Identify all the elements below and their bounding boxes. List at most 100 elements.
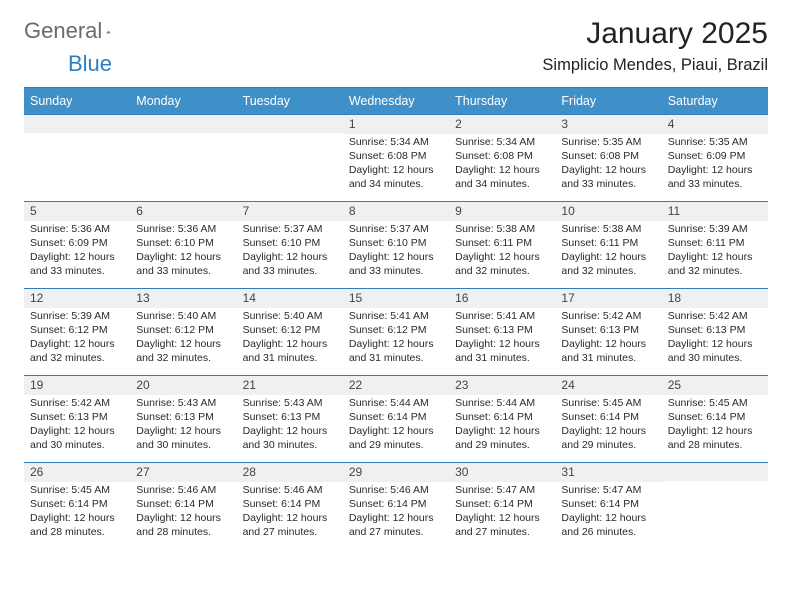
day-number: 17 <box>555 289 661 309</box>
daylight-text: Daylight: 12 hours and 32 minutes. <box>30 338 124 366</box>
daylight-text: Daylight: 12 hours and 30 minutes. <box>243 425 337 453</box>
day-cell: 15Sunrise: 5:41 AMSunset: 6:12 PMDayligh… <box>343 289 449 375</box>
day-cell: 25Sunrise: 5:45 AMSunset: 6:14 PMDayligh… <box>662 376 768 462</box>
sunrise-text: Sunrise: 5:42 AM <box>30 397 124 411</box>
daylight-text: Daylight: 12 hours and 32 minutes. <box>136 338 230 366</box>
sunrise-text: Sunrise: 5:46 AM <box>243 484 337 498</box>
sunrise-text: Sunrise: 5:39 AM <box>30 310 124 324</box>
daylight-text: Daylight: 12 hours and 33 minutes. <box>561 164 655 192</box>
day-info: Sunrise: 5:36 AMSunset: 6:10 PMDaylight:… <box>130 221 236 282</box>
sunset-text: Sunset: 6:14 PM <box>349 411 443 425</box>
daylight-text: Daylight: 12 hours and 27 minutes. <box>349 512 443 540</box>
logo-sail-icon <box>106 21 111 41</box>
day-number: 2 <box>449 115 555 135</box>
day-cell: 14Sunrise: 5:40 AMSunset: 6:12 PMDayligh… <box>237 289 343 375</box>
day-info: Sunrise: 5:41 AMSunset: 6:12 PMDaylight:… <box>343 308 449 369</box>
daylight-text: Daylight: 12 hours and 28 minutes. <box>136 512 230 540</box>
sunset-text: Sunset: 6:11 PM <box>455 237 549 251</box>
sunrise-text: Sunrise: 5:45 AM <box>561 397 655 411</box>
sunset-text: Sunset: 6:08 PM <box>561 150 655 164</box>
sunrise-text: Sunrise: 5:35 AM <box>668 136 762 150</box>
day-info: Sunrise: 5:45 AMSunset: 6:14 PMDaylight:… <box>555 395 661 456</box>
sunset-text: Sunset: 6:12 PM <box>243 324 337 338</box>
week-row: 5Sunrise: 5:36 AMSunset: 6:09 PMDaylight… <box>24 201 768 288</box>
weekday-header-row: SundayMondayTuesdayWednesdayThursdayFrid… <box>24 88 768 114</box>
sunrise-text: Sunrise: 5:43 AM <box>136 397 230 411</box>
daylight-text: Daylight: 12 hours and 30 minutes. <box>136 425 230 453</box>
sunset-text: Sunset: 6:13 PM <box>243 411 337 425</box>
day-number: 22 <box>343 376 449 396</box>
day-info: Sunrise: 5:39 AMSunset: 6:11 PMDaylight:… <box>662 221 768 282</box>
day-cell: 22Sunrise: 5:44 AMSunset: 6:14 PMDayligh… <box>343 376 449 462</box>
week-row: 19Sunrise: 5:42 AMSunset: 6:13 PMDayligh… <box>24 375 768 462</box>
sunrise-text: Sunrise: 5:41 AM <box>455 310 549 324</box>
daylight-text: Daylight: 12 hours and 29 minutes. <box>349 425 443 453</box>
day-cell: 12Sunrise: 5:39 AMSunset: 6:12 PMDayligh… <box>24 289 130 375</box>
day-info: Sunrise: 5:35 AMSunset: 6:09 PMDaylight:… <box>662 134 768 195</box>
day-number: 20 <box>130 376 236 396</box>
day-cell <box>130 115 236 201</box>
sunset-text: Sunset: 6:14 PM <box>243 498 337 512</box>
sunrise-text: Sunrise: 5:44 AM <box>349 397 443 411</box>
sunrise-text: Sunrise: 5:38 AM <box>455 223 549 237</box>
weekday-header: Wednesday <box>343 88 449 114</box>
day-number-bar-empty <box>24 115 130 133</box>
sunset-text: Sunset: 6:13 PM <box>668 324 762 338</box>
sunrise-text: Sunrise: 5:47 AM <box>455 484 549 498</box>
day-info: Sunrise: 5:38 AMSunset: 6:11 PMDaylight:… <box>449 221 555 282</box>
sunset-text: Sunset: 6:09 PM <box>668 150 762 164</box>
sunrise-text: Sunrise: 5:36 AM <box>136 223 230 237</box>
sunset-text: Sunset: 6:08 PM <box>349 150 443 164</box>
day-number: 26 <box>24 463 130 483</box>
sunset-text: Sunset: 6:14 PM <box>30 498 124 512</box>
day-cell: 2Sunrise: 5:34 AMSunset: 6:08 PMDaylight… <box>449 115 555 201</box>
day-number: 4 <box>662 115 768 135</box>
day-number: 15 <box>343 289 449 309</box>
sunset-text: Sunset: 6:12 PM <box>349 324 443 338</box>
day-number: 18 <box>662 289 768 309</box>
day-info: Sunrise: 5:47 AMSunset: 6:14 PMDaylight:… <box>555 482 661 543</box>
day-number: 9 <box>449 202 555 222</box>
weekday-header: Saturday <box>662 88 768 114</box>
weeks-container: 1Sunrise: 5:34 AMSunset: 6:08 PMDaylight… <box>24 114 768 549</box>
day-number: 5 <box>24 202 130 222</box>
calendar-page: General January 2025 Simplicio Mendes, P… <box>0 0 792 559</box>
day-number: 10 <box>555 202 661 222</box>
day-cell: 17Sunrise: 5:42 AMSunset: 6:13 PMDayligh… <box>555 289 661 375</box>
day-info: Sunrise: 5:46 AMSunset: 6:14 PMDaylight:… <box>237 482 343 543</box>
day-number: 6 <box>130 202 236 222</box>
daylight-text: Daylight: 12 hours and 31 minutes. <box>243 338 337 366</box>
daylight-text: Daylight: 12 hours and 33 minutes. <box>243 251 337 279</box>
sunset-text: Sunset: 6:10 PM <box>349 237 443 251</box>
day-cell: 8Sunrise: 5:37 AMSunset: 6:10 PMDaylight… <box>343 202 449 288</box>
daylight-text: Daylight: 12 hours and 32 minutes. <box>561 251 655 279</box>
day-info: Sunrise: 5:39 AMSunset: 6:12 PMDaylight:… <box>24 308 130 369</box>
sunrise-text: Sunrise: 5:45 AM <box>30 484 124 498</box>
daylight-text: Daylight: 12 hours and 27 minutes. <box>243 512 337 540</box>
day-info: Sunrise: 5:42 AMSunset: 6:13 PMDaylight:… <box>24 395 130 456</box>
day-cell: 16Sunrise: 5:41 AMSunset: 6:13 PMDayligh… <box>449 289 555 375</box>
day-info: Sunrise: 5:38 AMSunset: 6:11 PMDaylight:… <box>555 221 661 282</box>
week-row: 12Sunrise: 5:39 AMSunset: 6:12 PMDayligh… <box>24 288 768 375</box>
day-cell: 20Sunrise: 5:43 AMSunset: 6:13 PMDayligh… <box>130 376 236 462</box>
weekday-header: Sunday <box>24 88 130 114</box>
sunset-text: Sunset: 6:08 PM <box>455 150 549 164</box>
day-number: 19 <box>24 376 130 396</box>
daylight-text: Daylight: 12 hours and 28 minutes. <box>30 512 124 540</box>
day-info: Sunrise: 5:37 AMSunset: 6:10 PMDaylight:… <box>237 221 343 282</box>
logo: General <box>24 18 134 44</box>
day-cell: 23Sunrise: 5:44 AMSunset: 6:14 PMDayligh… <box>449 376 555 462</box>
weekday-header: Thursday <box>449 88 555 114</box>
day-number: 3 <box>555 115 661 135</box>
day-number: 14 <box>237 289 343 309</box>
daylight-text: Daylight: 12 hours and 29 minutes. <box>455 425 549 453</box>
day-number: 31 <box>555 463 661 483</box>
day-info: Sunrise: 5:41 AMSunset: 6:13 PMDaylight:… <box>449 308 555 369</box>
day-info: Sunrise: 5:46 AMSunset: 6:14 PMDaylight:… <box>130 482 236 543</box>
day-number: 1 <box>343 115 449 135</box>
day-cell: 18Sunrise: 5:42 AMSunset: 6:13 PMDayligh… <box>662 289 768 375</box>
day-cell: 9Sunrise: 5:38 AMSunset: 6:11 PMDaylight… <box>449 202 555 288</box>
day-number-bar-empty <box>662 463 768 481</box>
daylight-text: Daylight: 12 hours and 31 minutes. <box>455 338 549 366</box>
day-info: Sunrise: 5:34 AMSunset: 6:08 PMDaylight:… <box>343 134 449 195</box>
